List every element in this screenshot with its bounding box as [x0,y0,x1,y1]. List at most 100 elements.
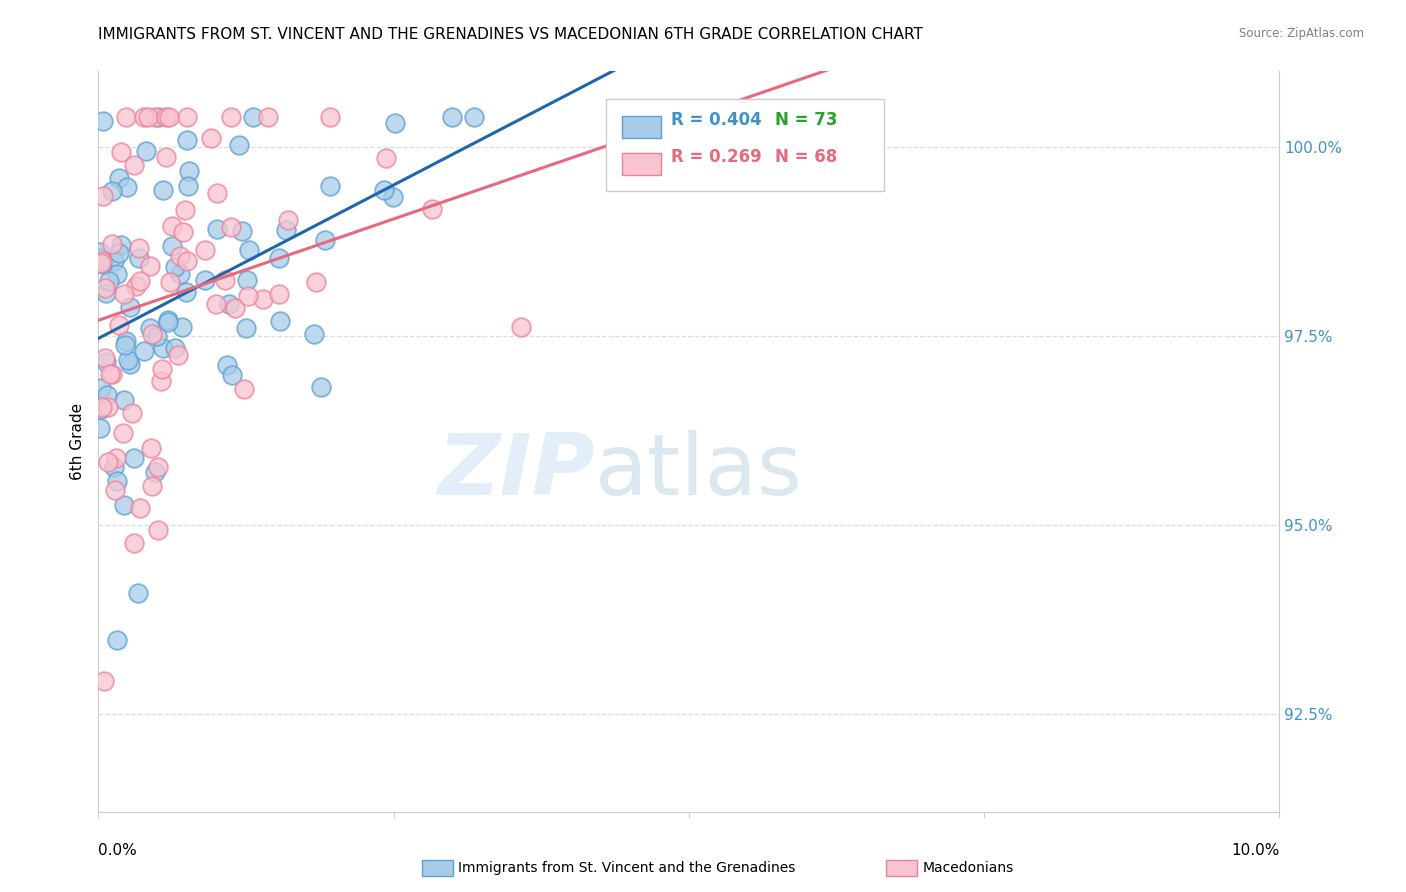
Point [114,338,136,352]
Point [163,260,186,275]
Point [108,171,131,186]
Text: R = 0.269: R = 0.269 [671,148,762,166]
Point [157,315,180,329]
Point [157,312,180,326]
Point [110,238,132,252]
Point [172,320,194,334]
Point [194,243,217,257]
Point [146,110,169,124]
Point [152,341,174,355]
Point [139,259,162,273]
Point [104,483,127,498]
Point [90,256,112,270]
Point [176,110,198,124]
Text: R = 0.404: R = 0.404 [671,112,762,129]
Point [155,110,177,124]
Point [319,178,342,193]
Point [269,314,291,328]
Point [146,460,169,475]
Point [110,145,132,159]
Point [112,392,135,407]
Point [122,536,145,550]
Point [231,224,253,238]
Text: 0.0%: 0.0% [98,843,138,858]
Point [107,246,129,260]
Point [269,251,291,265]
Point [242,110,264,124]
Point [169,249,191,263]
Point [233,382,256,396]
Point [150,362,173,376]
Point [221,368,243,382]
Text: atlas: atlas [595,430,803,513]
Point [236,273,259,287]
Point [103,254,125,268]
Point [112,498,135,512]
Point [96,286,118,301]
Text: Macedonians: Macedonians [922,861,1014,875]
Point [236,289,259,303]
Bar [621,153,661,175]
Point [839,125,862,139]
Point [373,183,395,197]
Point [117,353,139,368]
Point [93,673,115,688]
Point [122,450,145,465]
Point [139,442,162,456]
Point [219,110,242,124]
Point [205,186,228,200]
Point [108,318,131,333]
Point [91,113,114,128]
Point [90,254,112,268]
Point [141,478,163,492]
Point [309,380,332,394]
Point [157,110,180,124]
Point [224,301,246,315]
Point [200,131,222,145]
Point [177,164,200,178]
Point [318,110,340,124]
Point [374,151,396,165]
Point [112,426,135,441]
Point [152,183,174,197]
Point [90,402,112,417]
Text: Immigrants from St. Vincent and the Grenadines: Immigrants from St. Vincent and the Gren… [458,861,796,875]
Point [174,285,197,299]
Point [128,251,150,265]
Point [101,184,124,198]
Point [238,244,260,258]
Point [165,341,187,355]
Point [136,110,159,124]
Point [121,406,143,420]
Point [97,455,120,469]
Point [124,158,146,172]
Point [510,320,533,334]
Point [252,292,274,306]
Text: IMMIGRANTS FROM ST. VINCENT AND THE GRENADINES VS MACEDONIAN 6TH GRADE CORRELATI: IMMIGRANTS FROM ST. VINCENT AND THE GREN… [98,27,924,42]
Point [89,252,111,266]
Point [112,287,135,301]
Point [167,348,190,362]
Point [91,400,114,414]
Point [276,223,298,237]
Point [205,297,228,311]
Point [105,475,128,489]
Point [103,460,125,475]
Point [96,387,118,401]
Point [304,326,326,341]
Point [155,150,177,164]
Point [422,202,444,216]
Point [97,274,120,288]
Point [176,254,198,268]
Text: N = 68: N = 68 [775,148,838,166]
Point [91,189,114,203]
Point [94,351,117,365]
Point [384,116,406,130]
Point [90,257,112,271]
Point [314,233,336,247]
Point [97,400,120,414]
Point [128,242,150,256]
Point [118,357,141,371]
Point [145,110,167,124]
Point [219,219,242,234]
